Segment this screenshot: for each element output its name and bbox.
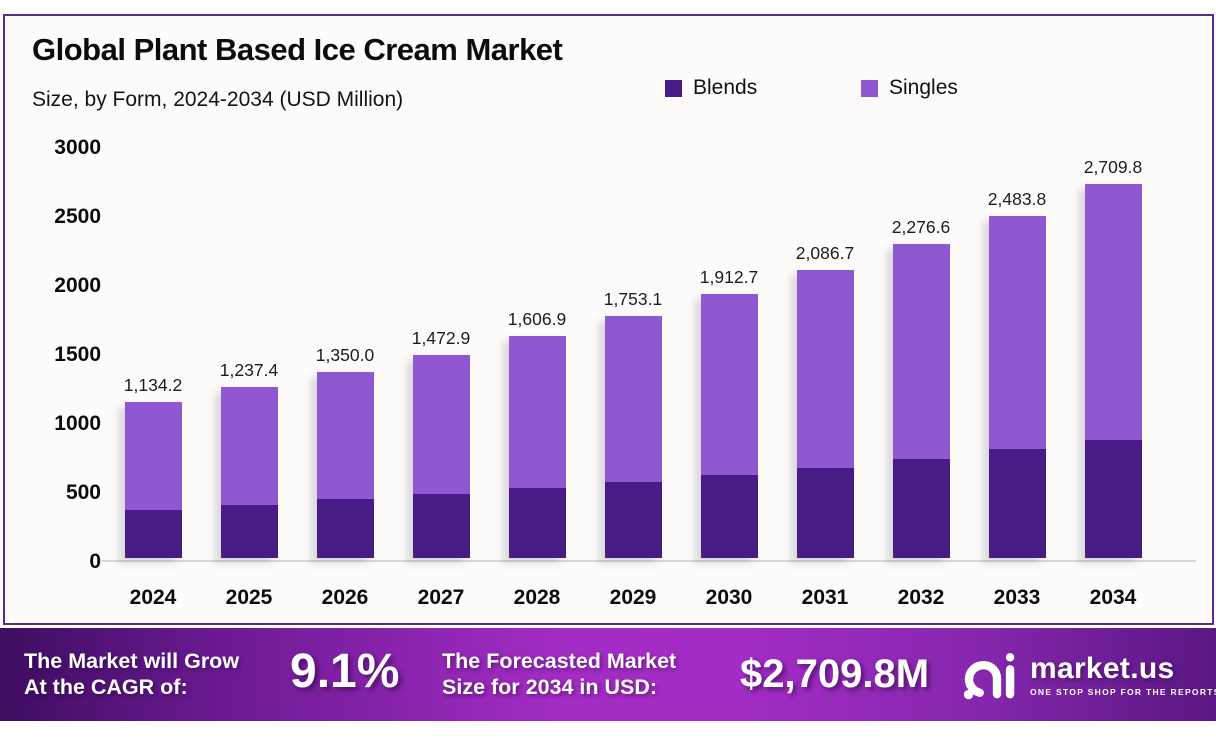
x-tick-label: 2029	[609, 586, 657, 609]
x-tick-label: 2030	[705, 586, 753, 609]
bar-stack	[892, 244, 950, 558]
bar-stack	[604, 316, 662, 558]
x-tick-label: 2028	[513, 586, 561, 609]
bar-total-label: 1,912.7	[699, 267, 759, 288]
bar-group: 2,276.6	[866, 217, 976, 558]
bar-group: 1,912.7	[674, 267, 784, 558]
bar-stack	[700, 294, 758, 558]
bar-group: 1,606.9	[482, 309, 592, 558]
x-tick-label: 2025	[225, 586, 273, 609]
bar-segment-singles	[988, 215, 1046, 450]
y-tick-label: 2500	[54, 205, 101, 229]
legend-label-singles: Singles	[889, 76, 958, 99]
y-tick-label: 2000	[54, 274, 101, 298]
bar-segment-blends	[124, 509, 182, 558]
y-tick-label: 0	[89, 550, 101, 573]
bar-stack	[508, 336, 566, 558]
forecast-label: The Forecasted Market Size for 2034 in U…	[442, 648, 676, 700]
x-tick-label: 2033	[993, 586, 1041, 609]
bar-segment-blends	[316, 499, 374, 558]
brand-text: market.us ONE STOP SHOP FOR THE REPORTS	[1030, 651, 1216, 697]
bar-segment-singles	[508, 336, 566, 489]
y-tick-label: 3000	[54, 136, 101, 160]
singles-swatch-icon	[861, 79, 878, 97]
bar-segment-singles	[796, 270, 854, 468]
market-us-logo-icon	[963, 653, 1015, 700]
bar-total-label: 1,606.9	[507, 309, 567, 330]
x-tick-label: 2027	[417, 586, 465, 609]
forecast-label-line1: The Forecasted Market	[442, 649, 677, 673]
cagr-label-line2: At the CAGR of:	[24, 675, 188, 699]
blends-swatch-icon	[665, 79, 682, 97]
bar-segment-blends	[508, 488, 566, 558]
chart-title: Global Plant Based Ice Cream Market	[32, 32, 563, 67]
cagr-label: The Market will Grow At the CAGR of:	[24, 648, 239, 700]
legend-label-blends: Blends	[693, 76, 758, 99]
bar-segment-singles	[220, 387, 278, 505]
cagr-value: 9.1%	[290, 645, 400, 698]
y-tick-label: 1000	[54, 412, 101, 436]
bar-total-label: 2,483.8	[987, 188, 1047, 209]
bar-stack	[412, 354, 470, 558]
bar-group: 1,472.9	[386, 328, 496, 558]
brand-lockup: market.us ONE STOP SHOP FOR THE REPORTS	[962, 650, 1216, 700]
y-tick-label: 1500	[54, 343, 101, 367]
bar-total-label: 2,709.8	[1083, 157, 1143, 178]
chart-card: Global Plant Based Ice Cream Market Size…	[3, 14, 1214, 625]
bar-total-label: 1,350.0	[315, 344, 375, 365]
bar-total-label: 1,472.9	[411, 327, 471, 348]
bar-segment-singles	[412, 354, 470, 494]
bar-group: 2,709.8	[1058, 157, 1168, 558]
bar-segment-blends	[1084, 440, 1142, 558]
brand-tagline: ONE STOP SHOP FOR THE REPORTS	[1030, 686, 1216, 697]
bar-group: 2,086.7	[770, 243, 880, 558]
bar-segment-singles	[700, 294, 758, 476]
bar-group: 1,237.4	[194, 360, 304, 558]
bar-segment-singles	[604, 316, 662, 483]
bar-group: 1,753.1	[578, 289, 688, 558]
bar-segment-blends	[220, 504, 278, 558]
brand-name: market.us	[1030, 651, 1175, 685]
bar-total-label: 1,753.1	[603, 289, 663, 310]
bar-group: 2,483.8	[962, 189, 1072, 558]
bar-total-label: 1,237.4	[219, 360, 279, 381]
forecast-value: $2,709.8M	[740, 652, 930, 696]
bar-segment-singles	[316, 371, 374, 500]
bar-stack	[988, 215, 1046, 558]
forecast-label-line2: Size for 2034 in USD:	[442, 675, 658, 699]
x-tick-label: 2034	[1089, 586, 1137, 609]
bar-stack	[796, 270, 854, 558]
bar-stack	[316, 371, 374, 558]
bar-segment-blends	[892, 459, 950, 558]
bar-segment-blends	[700, 475, 758, 558]
bar-segment-singles	[124, 401, 182, 510]
bar-segment-blends	[412, 493, 470, 558]
bar-total-label: 2,276.6	[891, 217, 951, 238]
bar-segment-blends	[988, 449, 1046, 558]
x-tick-label: 2032	[897, 586, 945, 609]
x-tick-label: 2031	[801, 586, 849, 609]
y-tick-label: 500	[65, 481, 101, 505]
bar-segment-singles	[892, 244, 950, 460]
bar-segment-blends	[796, 467, 854, 558]
chart-subtitle: Size, by Form, 2024-2034 (USD Million)	[32, 88, 404, 111]
x-tick-label: 2024	[129, 586, 177, 609]
footer-banner: The Market will Grow At the CAGR of: 9.1…	[0, 628, 1216, 721]
bar-group: 1,134.2	[98, 375, 208, 558]
bar-total-label: 2,086.7	[795, 243, 855, 264]
cagr-label-line1: The Market will Grow	[24, 649, 240, 673]
bar-stack	[124, 401, 182, 558]
bar-stack	[220, 387, 278, 558]
legend-item-singles: Singles	[861, 76, 958, 100]
x-axis-line	[100, 560, 1196, 562]
bar-group: 1,350.0	[290, 345, 400, 558]
bar-stack	[1084, 184, 1142, 558]
bar-segment-singles	[1084, 184, 1142, 441]
bar-total-label: 1,134.2	[123, 374, 183, 395]
legend-item-blends: Blends	[665, 76, 757, 100]
x-tick-label: 2026	[321, 586, 369, 609]
bar-segment-blends	[604, 482, 662, 558]
